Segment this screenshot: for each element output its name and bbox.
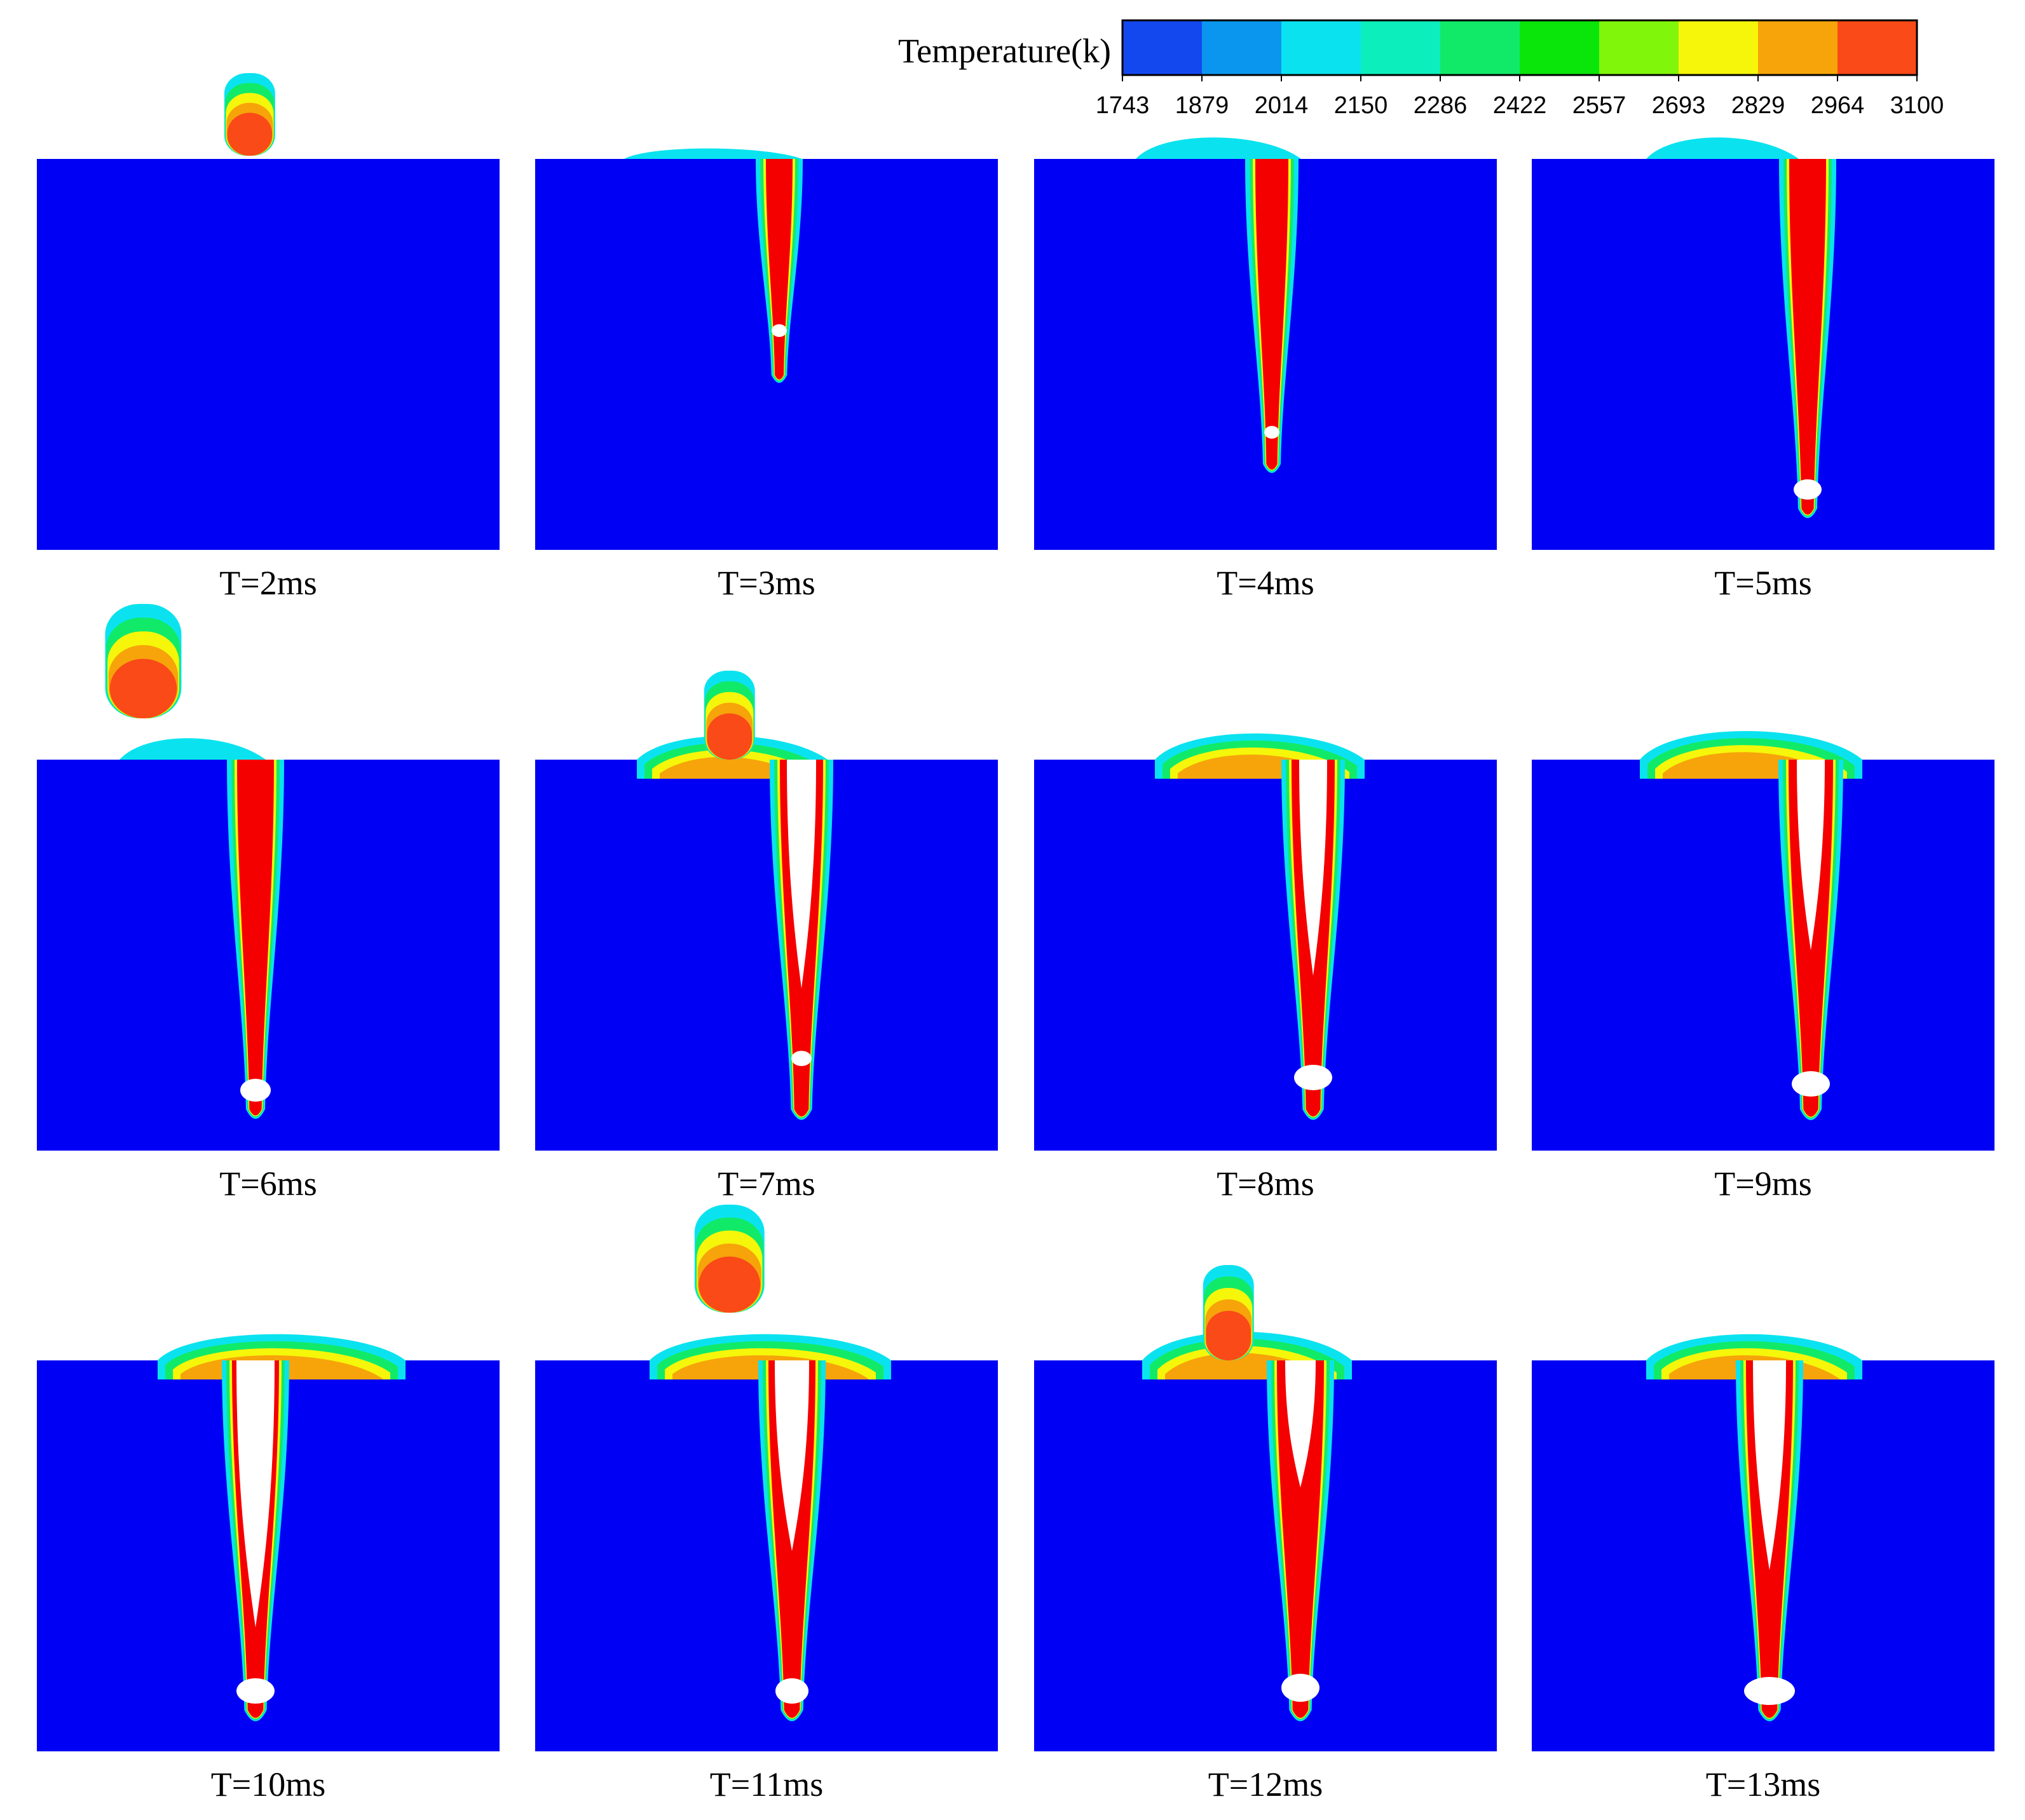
legend-tick-label: 2286 xyxy=(1414,92,1468,119)
pore-void xyxy=(1294,1065,1332,1090)
pore-void xyxy=(1792,1071,1830,1097)
keyhole-layer xyxy=(1789,159,1826,515)
panel-time-label: T=11ms xyxy=(710,1765,823,1803)
pore-void xyxy=(772,324,787,337)
keyhole-void xyxy=(1299,760,1327,976)
legend-swatch xyxy=(1202,20,1282,75)
panel-time-label: T=12ms xyxy=(1208,1765,1323,1803)
droplet-layer xyxy=(109,659,177,718)
pore-void xyxy=(791,1051,812,1066)
substrate-region xyxy=(1532,159,1994,550)
legend-swatch xyxy=(1599,20,1679,75)
legend-tick-label: 2693 xyxy=(1652,92,1706,119)
panel-time-label: T=3ms xyxy=(718,564,815,602)
legend-title: Temperature(k) xyxy=(898,32,1111,70)
weld-bead-layer xyxy=(660,756,805,779)
panel-5 xyxy=(37,604,500,1151)
weld-bead-surface xyxy=(624,148,802,159)
panel-11 xyxy=(1034,1265,1497,1751)
keyhole-void xyxy=(236,1360,275,1627)
panel-1 xyxy=(37,73,500,550)
panel-7 xyxy=(1034,733,1497,1151)
panel-time-label: T=9ms xyxy=(1714,1165,1811,1203)
panel-6 xyxy=(535,671,998,1151)
legend-tick-labels: 1743 1879 2014 2150 2286 2422 2557 2693 2829 2964… xyxy=(1096,75,1944,119)
keyhole-layer xyxy=(766,159,793,380)
panel-time-label: T=2ms xyxy=(219,564,317,602)
substrate-region xyxy=(535,760,998,1151)
pore-void xyxy=(1264,426,1279,439)
legend-tick-label: 1743 xyxy=(1096,92,1150,119)
substrate-region xyxy=(1034,1360,1497,1751)
panel-time-label: T=10ms xyxy=(211,1765,325,1803)
substrate-region xyxy=(1034,760,1497,1151)
substrate-region xyxy=(1532,760,1994,1151)
temperature-legend: Temperature(k) 1743 1879 2014 2150 2286 2422 2… xyxy=(898,19,1944,119)
legend-tick-label: 2557 xyxy=(1572,92,1626,119)
weld-bead-surface xyxy=(1136,137,1301,159)
keyhole-layer xyxy=(1255,159,1288,470)
pore-void xyxy=(240,1079,271,1102)
panel-time-label: T=13ms xyxy=(1706,1765,1820,1803)
panel-2 xyxy=(535,148,998,550)
keyhole-layer xyxy=(1277,1360,1324,1718)
panel-4 xyxy=(1532,137,1994,550)
panel-9 xyxy=(37,1334,500,1751)
legend-tick-label: 2422 xyxy=(1493,92,1547,119)
pore-void xyxy=(1281,1674,1319,1702)
panel-3 xyxy=(1034,137,1497,550)
legend-swatch xyxy=(1758,20,1838,75)
droplet-layer xyxy=(227,113,273,156)
pore-void xyxy=(1744,1677,1795,1705)
droplet-layer xyxy=(1206,1311,1251,1360)
substrate-region xyxy=(535,159,998,550)
legend-swatch xyxy=(1440,20,1520,75)
legend-swatch xyxy=(1281,20,1361,75)
pore-void xyxy=(1794,479,1822,500)
legend-colorbar xyxy=(1122,20,1918,75)
legend-swatch xyxy=(1520,20,1600,75)
keyhole-layer xyxy=(237,760,274,1116)
droplet-layer xyxy=(707,713,752,760)
weld-bead-surface xyxy=(1646,137,1799,159)
legend-tick-label: 3100 xyxy=(1890,92,1944,119)
panel-time-label: T=4ms xyxy=(1217,564,1314,602)
legend-tick-label: 2014 xyxy=(1255,92,1309,119)
time-step-panels: T=2ms T=3ms T=4ms T=5ms T=6ms T=7ms T=8ms T=9ms… xyxy=(37,73,1994,1803)
keyhole-void xyxy=(1285,1360,1316,1488)
panel-time-label: T=8ms xyxy=(1217,1165,1314,1203)
legend-tick-label: 2829 xyxy=(1731,92,1785,119)
legend-swatch xyxy=(1838,20,1918,75)
keyhole-void xyxy=(1797,760,1825,950)
panel-8 xyxy=(1532,731,1994,1151)
substrate-region xyxy=(37,159,500,550)
legend-tick-label: 2964 xyxy=(1811,92,1865,119)
keyhole-void xyxy=(775,1360,809,1551)
legend-swatch xyxy=(1122,20,1203,75)
legend-tick-label: 1879 xyxy=(1175,92,1229,119)
keyhole-void xyxy=(787,760,816,989)
panel-time-label: T=5ms xyxy=(1714,564,1811,602)
legend-swatch xyxy=(1361,20,1441,75)
keyhole-void xyxy=(1753,1360,1786,1570)
droplet-layer xyxy=(699,1256,761,1313)
panel-time-label: T=7ms xyxy=(718,1165,815,1203)
legend-tick-label: 2150 xyxy=(1334,92,1388,119)
legend-swatch xyxy=(1679,20,1759,75)
panel-10 xyxy=(535,1205,998,1751)
panel-time-label: T=6ms xyxy=(219,1165,317,1203)
panel-12 xyxy=(1532,1334,1994,1751)
pore-void xyxy=(775,1678,808,1704)
substrate-region xyxy=(535,1360,998,1751)
pore-void xyxy=(236,1678,275,1704)
weld-bead-surface xyxy=(119,738,266,760)
